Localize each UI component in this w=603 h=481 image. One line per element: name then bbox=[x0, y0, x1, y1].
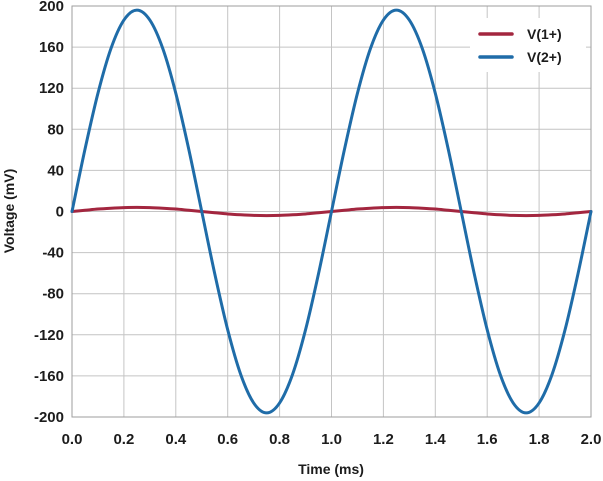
x-tick-label-10: 2.0 bbox=[581, 431, 602, 448]
y-tick-label-4: 40 bbox=[47, 162, 64, 179]
y-tick-label-8: -120 bbox=[34, 327, 64, 344]
legend-label-0: V(1+) bbox=[527, 26, 562, 42]
y-tick-label-2: 120 bbox=[39, 80, 64, 97]
x-tick-labels: 0.0 0.2 0.4 0.6 0.8 1.0 1.2 1.4 1.6 1.8 2.0 bbox=[62, 431, 602, 448]
x-tick-label-4: 0.8 bbox=[269, 431, 290, 448]
y-axis-title: Voltage (mV) bbox=[1, 169, 17, 254]
y-tick-label-3: 80 bbox=[47, 121, 64, 138]
legend: V(1+) V(2+) bbox=[470, 18, 586, 72]
y-tick-label-10: -200 bbox=[34, 409, 64, 426]
x-tick-label-1: 0.2 bbox=[113, 431, 134, 448]
y-tick-label-1: 160 bbox=[39, 39, 64, 56]
y-tick-labels: 200 160 120 80 40 0 -40 -80 -120 -160 -200 bbox=[34, 0, 64, 426]
y-tick-label-5: 0 bbox=[56, 204, 64, 221]
series-line-1 bbox=[70, 8, 593, 415]
x-axis-title: Time (ms) bbox=[298, 461, 364, 477]
x-tick-label-0: 0.0 bbox=[62, 431, 83, 448]
x-tick-label-6: 1.2 bbox=[373, 431, 394, 448]
x-tick-label-9: 1.8 bbox=[529, 431, 550, 448]
x-tick-label-7: 1.4 bbox=[425, 431, 447, 448]
y-tick-label-6: -40 bbox=[42, 245, 64, 262]
y-tick-label-7: -80 bbox=[42, 286, 64, 303]
x-tick-label-5: 1.0 bbox=[321, 431, 342, 448]
x-tick-label-3: 0.6 bbox=[217, 431, 238, 448]
y-tick-label-9: -160 bbox=[34, 368, 64, 385]
legend-background bbox=[470, 18, 586, 72]
series-layer bbox=[70, 8, 593, 415]
legend-label-1: V(2+) bbox=[527, 49, 562, 65]
y-tick-label-0: 200 bbox=[39, 0, 64, 15]
x-tick-label-2: 0.4 bbox=[165, 431, 187, 448]
x-tick-label-8: 1.6 bbox=[477, 431, 498, 448]
